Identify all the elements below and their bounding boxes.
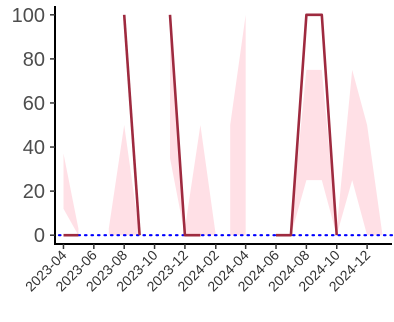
- band-segment-3: [230, 14, 246, 236]
- y-tick-label: 100: [12, 5, 45, 27]
- x-axis-ticks: 2023-042023-062023-082023-102023-122024-…: [22, 244, 373, 294]
- series-layer: [63, 13, 338, 237]
- series-line-0-1: [122, 14, 141, 236]
- y-tick-label: 60: [23, 93, 45, 115]
- y-axis-ticks: 0 20 40 60 80 100: [12, 5, 55, 247]
- series-line-0-3: [276, 13, 338, 237]
- series-line-0-2: [168, 14, 201, 237]
- axes: [54, 6, 392, 245]
- y-tick-label: 20: [23, 181, 45, 203]
- band-segment-4: [290, 69, 383, 236]
- band-segment-1: [108, 125, 140, 236]
- band-segment-0: [63, 153, 79, 236]
- y-tick-label: 80: [23, 49, 45, 71]
- y-tick-label: 0: [34, 225, 45, 247]
- y-tick-label: 40: [23, 137, 45, 159]
